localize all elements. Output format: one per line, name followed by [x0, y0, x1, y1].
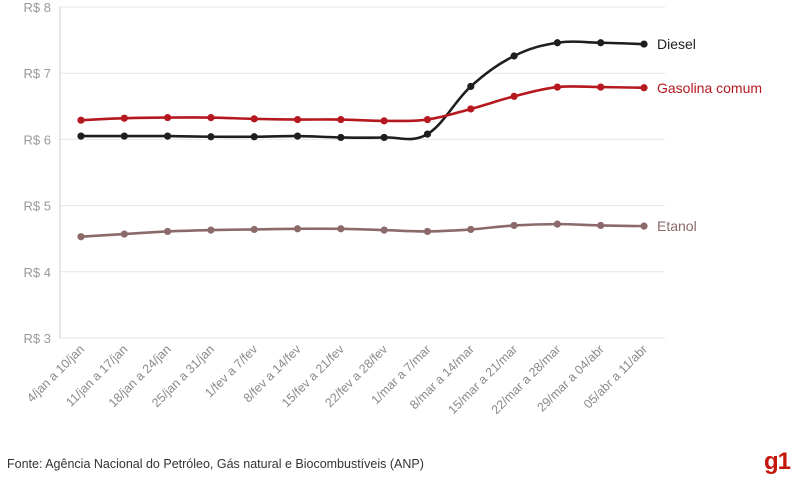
data-point-gasolina-comum	[467, 105, 475, 113]
data-point-diesel	[293, 132, 302, 140]
data-point-gasolina-comum	[293, 115, 302, 124]
data-point-gasolina-comum	[120, 114, 128, 122]
data-point-diesel	[77, 132, 85, 140]
data-point-etanol	[640, 222, 648, 230]
data-point-diesel	[423, 130, 432, 138]
data-point-etanol	[467, 225, 475, 234]
data-point-gasolina-comum	[640, 84, 648, 92]
data-point-diesel	[467, 82, 475, 91]
series-line-gasolina-comum	[79, 85, 646, 123]
data-point-etanol	[207, 226, 215, 234]
data-point-etanol	[337, 225, 345, 233]
series-label-diesel: Diesel	[657, 36, 696, 52]
data-point-diesel	[164, 132, 172, 140]
data-point-etanol	[380, 226, 388, 234]
y-tick-label: R$ 8	[24, 0, 51, 15]
line-chart: R$ 3R$ 4R$ 5R$ 6R$ 7R$ 84/jan a 10/jan11…	[24, 0, 763, 417]
data-point-etanol	[553, 220, 561, 228]
data-point-diesel	[250, 133, 258, 141]
y-tick-label: R$ 3	[24, 331, 51, 346]
series-line-diesel	[79, 40, 646, 141]
data-point-gasolina-comum	[510, 92, 518, 100]
data-point-etanol	[510, 221, 518, 230]
source-note: Fonte: Agência Nacional do Petróleo, Gás…	[7, 457, 424, 471]
data-point-gasolina-comum	[207, 113, 215, 122]
data-point-gasolina-comum	[597, 83, 605, 91]
series-line-etanol	[79, 222, 646, 239]
g1-logo: g1	[764, 448, 791, 475]
data-point-diesel	[640, 40, 648, 48]
data-point-etanol	[423, 227, 432, 236]
data-point-gasolina-comum	[77, 116, 85, 124]
data-point-gasolina-comum	[423, 115, 432, 124]
y-tick-label: R$ 7	[24, 66, 51, 81]
data-point-gasolina-comum	[250, 115, 258, 123]
y-tick-label: R$ 6	[24, 132, 51, 147]
data-point-diesel	[337, 133, 345, 142]
data-point-diesel	[597, 39, 605, 47]
data-point-diesel	[510, 52, 518, 60]
data-point-gasolina-comum	[380, 117, 388, 125]
series-label-gasolina-comum: Gasolina comum	[657, 80, 762, 96]
data-point-diesel	[207, 133, 215, 141]
data-point-etanol	[250, 225, 258, 234]
data-point-diesel	[553, 39, 561, 47]
data-point-etanol	[77, 233, 85, 241]
data-point-gasolina-comum	[337, 115, 345, 124]
data-point-gasolina-comum	[164, 113, 172, 122]
series-label-etanol: Etanol	[657, 218, 697, 234]
data-point-etanol	[293, 225, 302, 233]
data-point-diesel	[120, 132, 128, 140]
y-tick-label: R$ 4	[24, 265, 51, 280]
data-point-diesel	[380, 133, 388, 142]
data-point-etanol	[164, 227, 172, 236]
data-point-gasolina-comum	[553, 83, 561, 91]
data-point-etanol	[120, 230, 128, 238]
data-point-etanol	[597, 221, 605, 230]
y-tick-label: R$ 5	[24, 199, 51, 214]
